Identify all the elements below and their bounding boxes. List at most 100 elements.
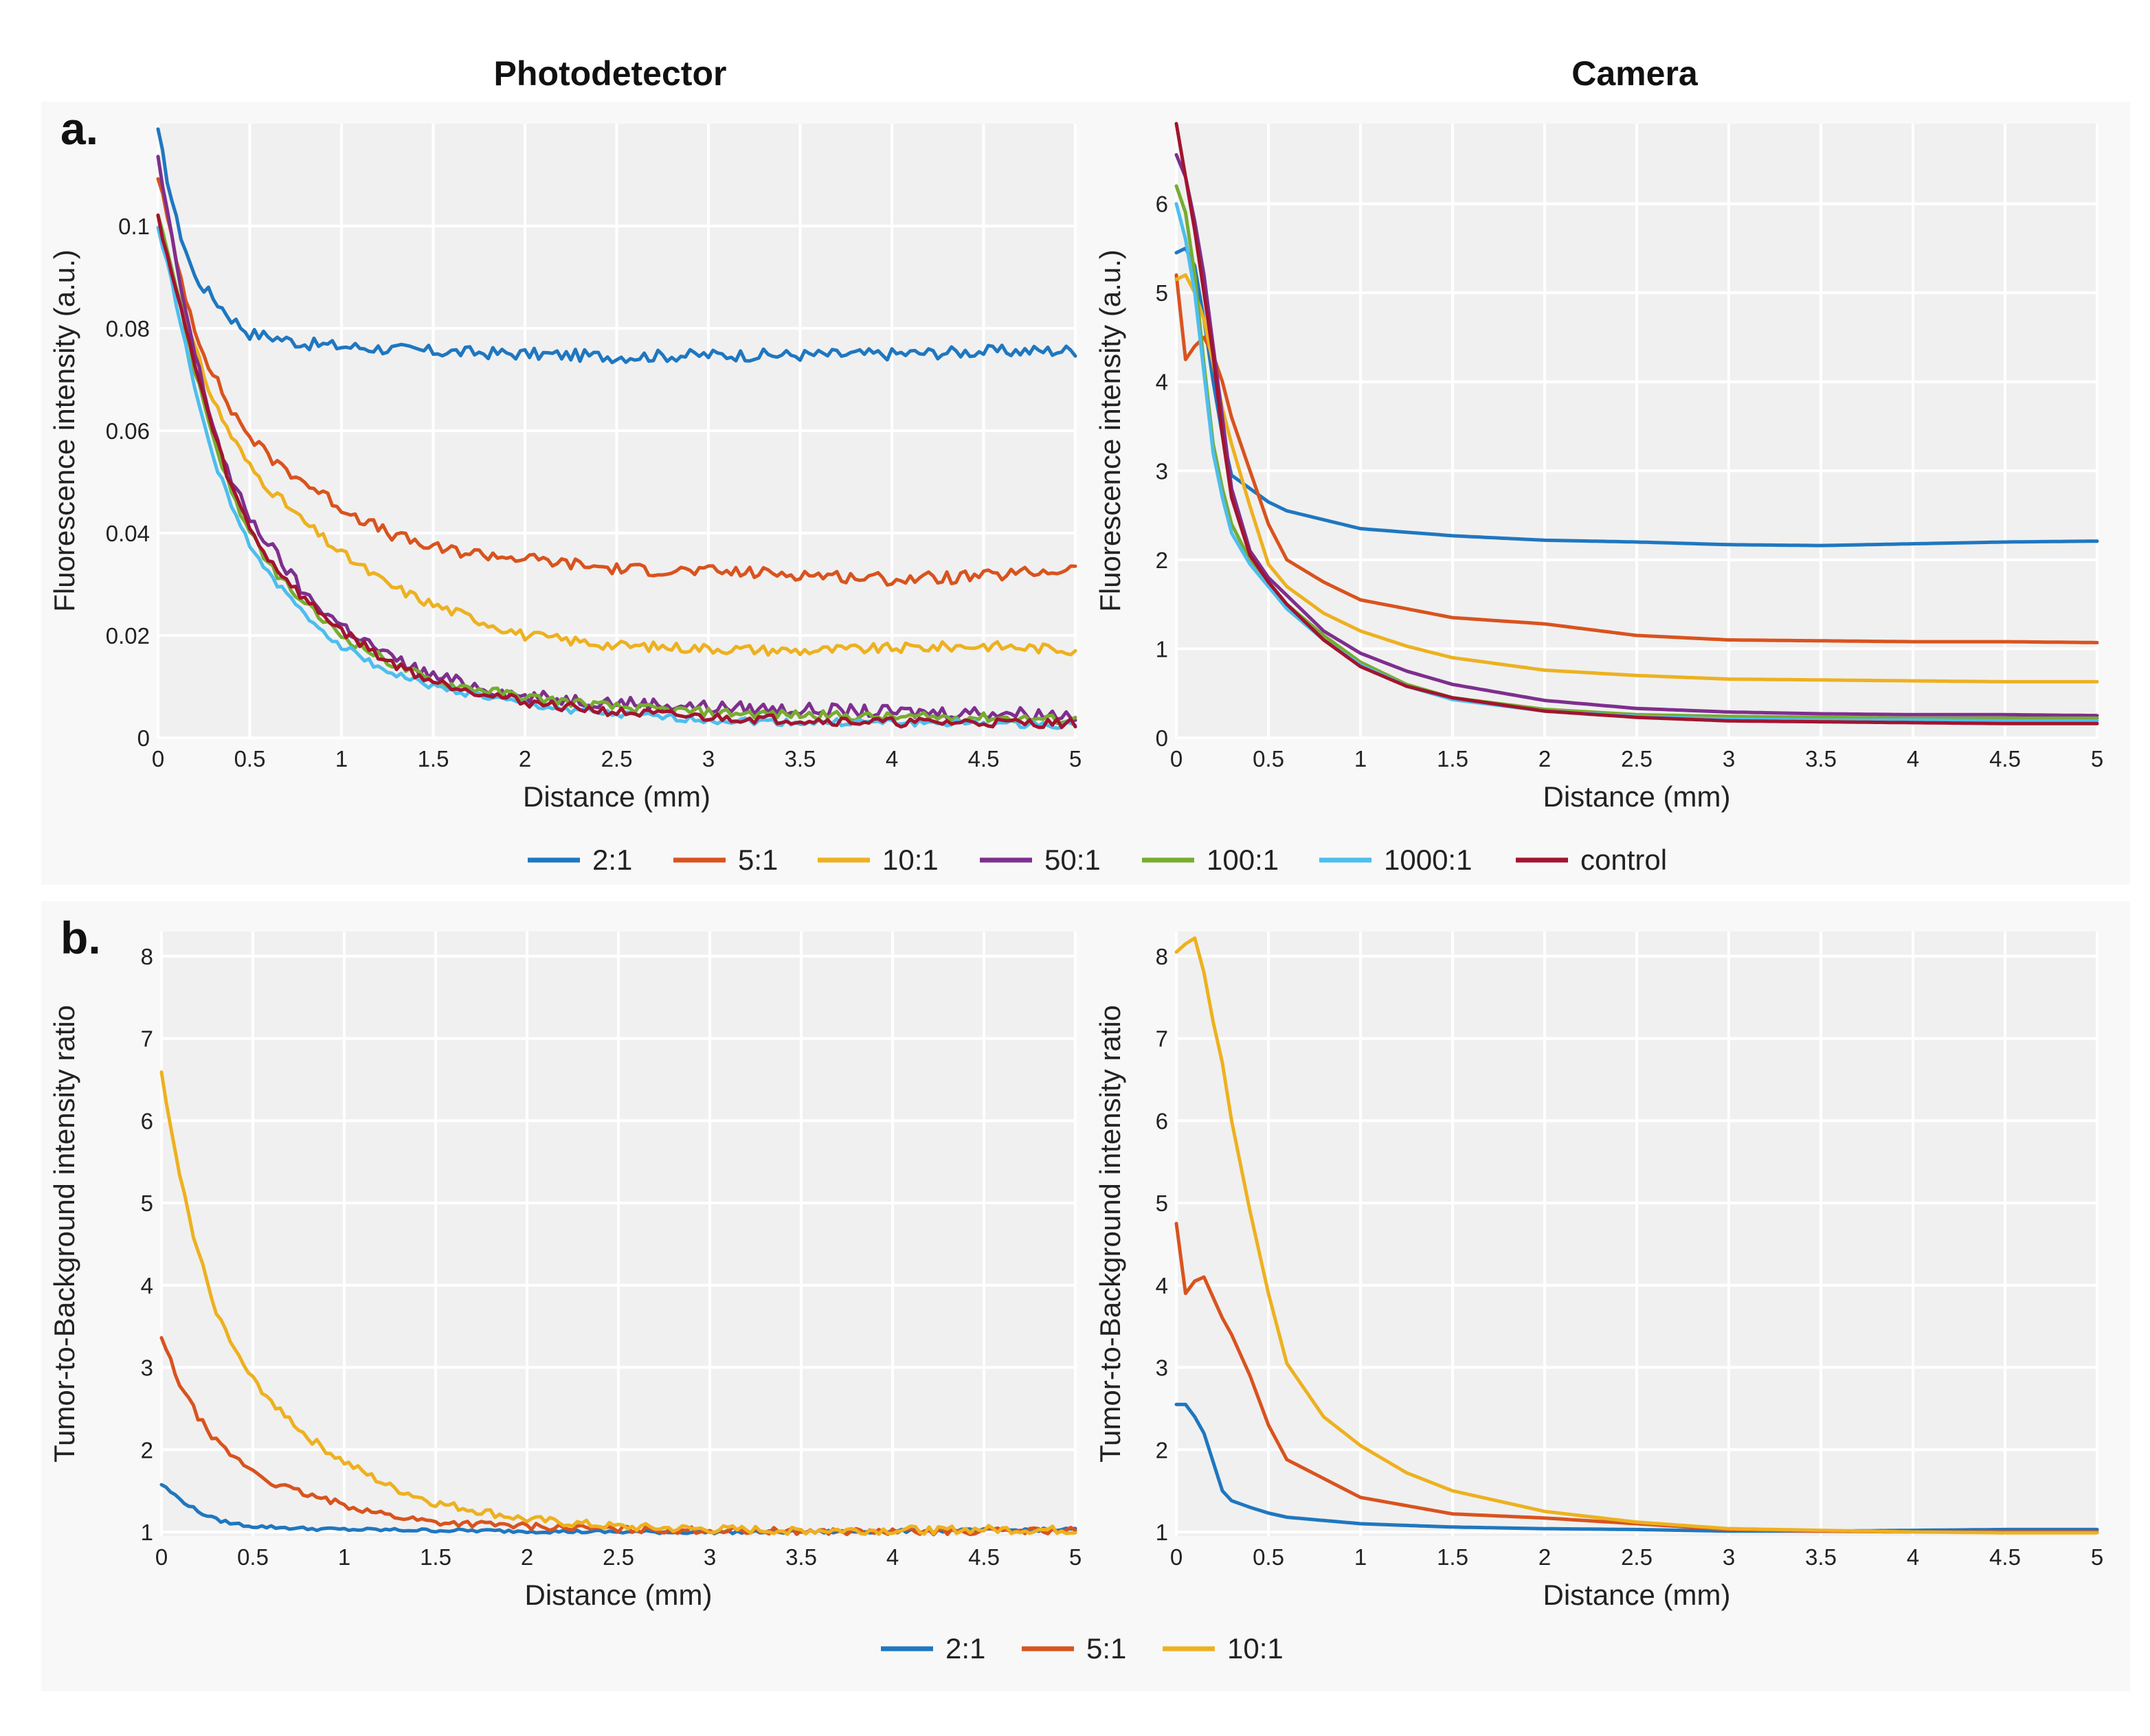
legend-label: 5:1	[1086, 1632, 1126, 1665]
series-line-10-1	[1174, 273, 2099, 684]
y-tick-label: 0.04	[106, 521, 150, 546]
y-tick-label: 7	[1156, 1026, 1168, 1052]
legend-label: 50:1	[1044, 844, 1101, 876]
x-tick-label: 3.5	[1805, 746, 1837, 771]
y-tick-label: 6	[141, 1108, 153, 1134]
y-tick-label: 5	[1156, 280, 1168, 306]
y-tick-label: 3	[141, 1355, 153, 1381]
x-tick-label: 4.5	[968, 746, 1000, 771]
x-tick-label: 4.5	[1989, 746, 2021, 771]
x-axis-label: Distance (mm)	[523, 780, 710, 813]
y-tick-label: 5	[1156, 1191, 1168, 1216]
x-tick-label: 1.5	[420, 1544, 451, 1570]
x-axis-label: Distance (mm)	[524, 1579, 712, 1611]
x-tick-label: 0	[152, 746, 164, 771]
y-tick-label: 2	[1156, 1437, 1168, 1463]
x-tick-label: 2.5	[1621, 1544, 1653, 1570]
y-tick-label: 0.1	[118, 214, 150, 239]
series-line-2-1	[1174, 246, 2099, 548]
x-tick-label: 3.5	[1805, 1544, 1837, 1570]
x-tick-label: 2	[519, 746, 531, 771]
y-tick-label: 0	[1156, 725, 1168, 751]
column-title-photodetector: Photodetector	[494, 54, 727, 93]
y-tick-label: 1	[1156, 1520, 1168, 1545]
series-line-10-1	[159, 1070, 1077, 1536]
x-tick-label: 0.5	[1253, 1544, 1284, 1570]
series-line-10-1	[1174, 936, 2099, 1535]
x-tick-label: 5	[1069, 1544, 1082, 1570]
x-tick-label: 3	[1723, 1544, 1735, 1570]
y-tick-label: 7	[141, 1026, 153, 1052]
chart-b-camera: 0 0.5 1 1.5 2 2.5 3 3.5 4 4.5 5 1 2 3 4 5 6 7 8 Distance (m…	[1094, 932, 2103, 1611]
x-tick-label: 0.5	[237, 1544, 269, 1570]
legend-b: 2:1 5:1 10:1	[881, 1632, 1284, 1665]
x-tick-label: 3	[702, 746, 715, 771]
x-tick-label: 3	[1723, 746, 1735, 771]
y-tick-label: 0.08	[106, 316, 150, 341]
x-tick-label: 2.5	[603, 1544, 634, 1570]
x-tick-label: 4	[886, 746, 898, 771]
x-tick-label: 1.5	[1437, 1544, 1468, 1570]
legend-label: 100:1	[1207, 844, 1279, 876]
y-tick-label: 2	[1156, 548, 1168, 573]
y-tick-label: 5	[141, 1191, 153, 1216]
series-line-2-1	[1174, 1402, 2099, 1533]
series-line-10-1	[156, 214, 1077, 657]
y-tick-label: 0	[137, 725, 150, 751]
series-line-100-1	[1174, 184, 2099, 720]
series-line-50-1	[1174, 153, 2099, 718]
series-line-5-1	[1174, 273, 2099, 644]
chart-b-photodetector: 0 0.5 1 1.5 2 2.5 3 3.5 4 4.5 5 1 2 3 4 5 6 7 8 Distance (m…	[48, 932, 1082, 1611]
x-tick-label: 5	[2091, 746, 2103, 771]
x-tick-label: 3.5	[785, 746, 816, 771]
x-tick-label: 4	[886, 1544, 899, 1570]
legend-label: control	[1580, 844, 1667, 876]
y-tick-label: 3	[1156, 1355, 1168, 1381]
legend-label: 2:1	[592, 844, 632, 876]
x-tick-label: 5	[1069, 746, 1082, 771]
x-tick-label: 0.5	[1253, 746, 1284, 771]
y-tick-label: 0.06	[106, 418, 150, 444]
x-tick-label: 1	[338, 1544, 350, 1570]
series-line-control	[1174, 122, 2099, 725]
y-tick-label: 2	[141, 1437, 153, 1463]
x-axis-label: Distance (mm)	[1543, 780, 1730, 813]
x-axis-label: Distance (mm)	[1543, 1579, 1730, 1611]
series-line-100-1	[156, 213, 1077, 725]
y-tick-label: 8	[141, 944, 153, 969]
x-tick-label: 0	[1170, 1544, 1183, 1570]
x-tick-label: 0.5	[234, 746, 266, 771]
x-tick-label: 5	[2091, 1544, 2103, 1570]
legend-label: 2:1	[945, 1632, 985, 1665]
y-tick-label: 1	[1156, 636, 1168, 662]
x-tick-label: 1.5	[1437, 746, 1468, 771]
series-line-5-1	[156, 177, 1077, 587]
y-tick-label: 8	[1156, 944, 1168, 969]
x-tick-label: 4	[1907, 746, 1919, 771]
y-tick-label: 4	[1156, 370, 1168, 395]
y-tick-label: 6	[1156, 1108, 1168, 1134]
legend-a: 2:1 5:1 10:1 50:1 100:1 1000:1 control	[528, 844, 1667, 876]
series-line-control	[156, 213, 1077, 730]
panel-label-a: a.	[60, 103, 98, 154]
series-line-2-1	[156, 127, 1077, 365]
column-title-camera: Camera	[1571, 54, 1699, 93]
x-tick-label: 4.5	[1989, 1544, 2021, 1570]
x-tick-label: 2	[1538, 746, 1551, 771]
x-tick-label: 2.5	[1621, 746, 1653, 771]
y-axis-label: Tumor-to-Background intensity ratio	[1094, 1005, 1126, 1463]
x-tick-label: 2	[1538, 1544, 1551, 1570]
y-axis-label: Tumor-to-Background intensity ratio	[48, 1005, 80, 1463]
x-tick-label: 0	[155, 1544, 168, 1570]
x-tick-label: 1	[1354, 746, 1367, 771]
x-tick-label: 1.5	[418, 746, 449, 771]
chart-a-photodetector: 0 0.5 1 1.5 2 2.5 3 3.5 4 4.5 5 0 0.02 0.04 0.06 0.08 0.…	[48, 124, 1082, 813]
y-tick-label: 3	[1156, 458, 1168, 484]
y-axis-label: Fluorescence intensity (a.u.)	[48, 249, 80, 612]
x-tick-label: 1	[335, 746, 348, 771]
legend-label: 10:1	[882, 844, 939, 876]
y-axis-label: Fluorescence intensity (a.u.)	[1094, 249, 1126, 612]
x-tick-label: 3.5	[785, 1544, 817, 1570]
y-tick-label: 1	[141, 1520, 153, 1545]
